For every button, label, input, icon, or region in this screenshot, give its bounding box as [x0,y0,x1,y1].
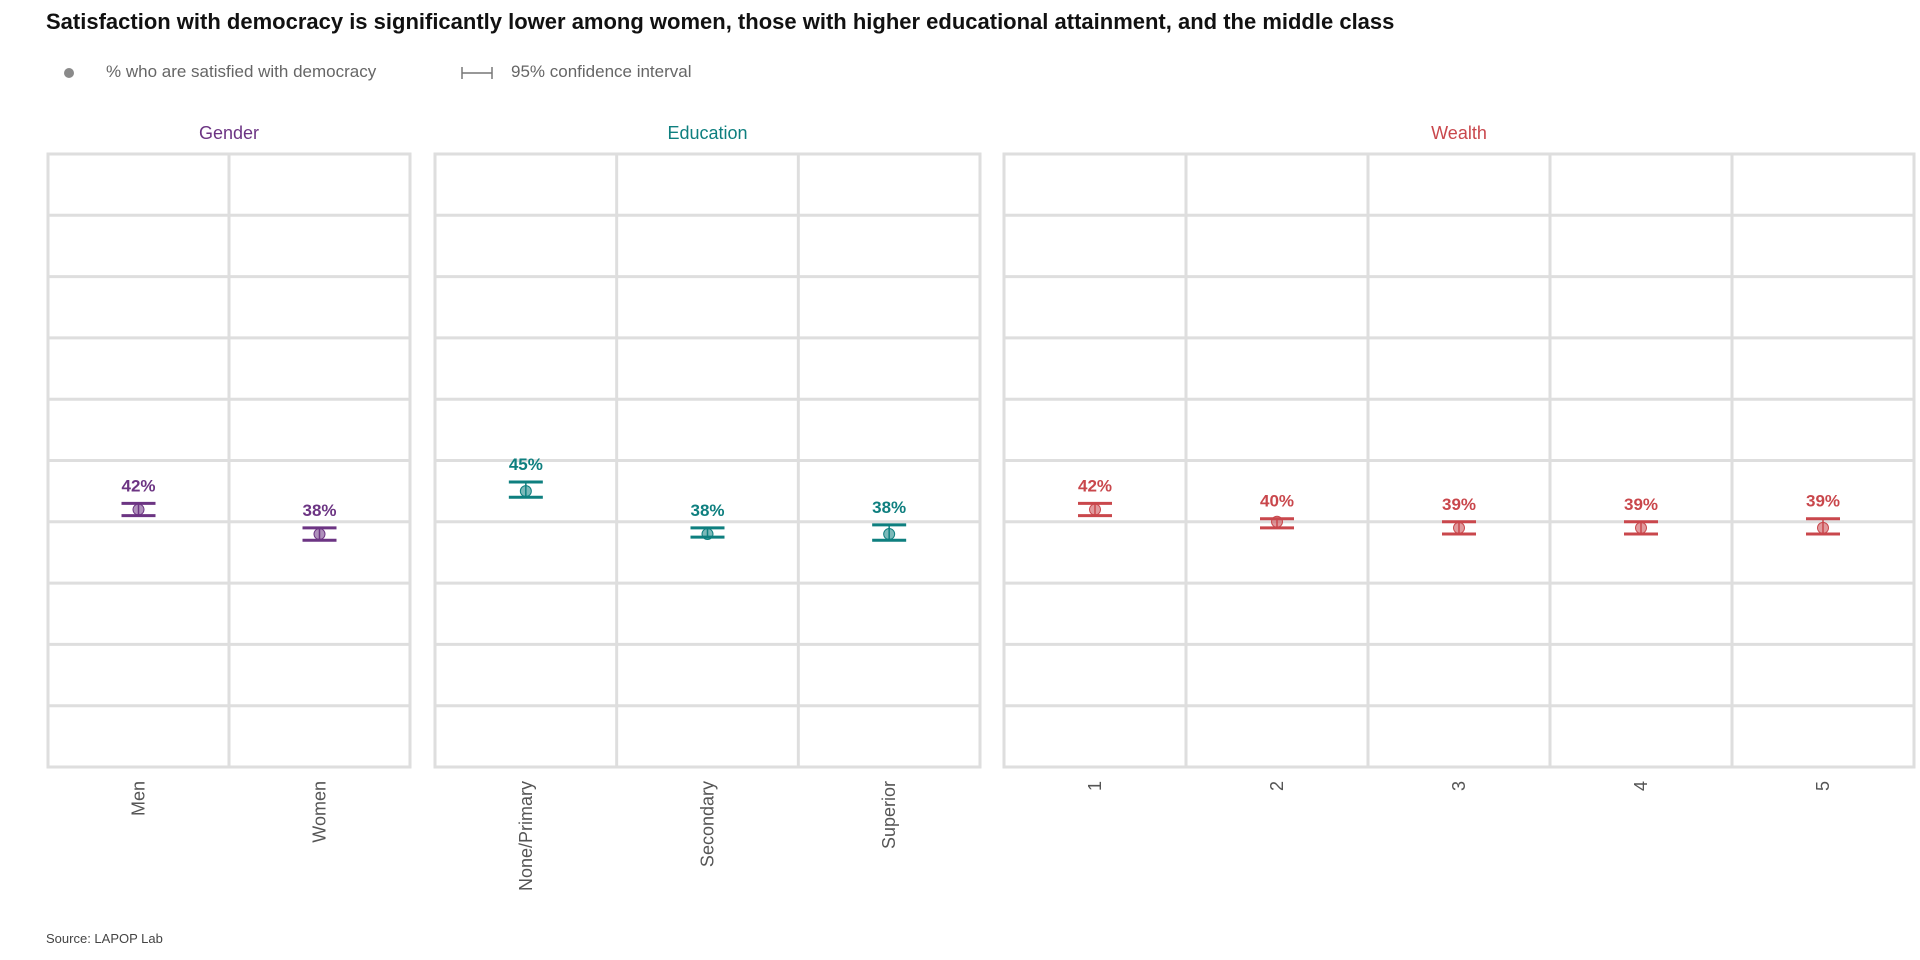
x-tick-label: 3 [1449,781,1469,791]
x-tick-label: Superior [879,781,899,849]
x-tick-label: 1 [1085,781,1105,791]
data-label: 38% [302,501,336,520]
legend-ci-marker [461,67,493,79]
data-label: 38% [872,498,906,517]
data-point [313,528,326,541]
data-point [1453,521,1465,534]
data-label: 39% [1624,495,1658,514]
data-point [1635,521,1647,534]
legend-point-label: % who are satisfied with democracy [106,62,377,81]
x-tick-label: Secondary [698,781,718,867]
x-tick-label: 4 [1631,781,1651,791]
source-note: Source: LAPOP Lab [46,931,163,946]
data-label: 42% [121,476,155,495]
facet-title-wealth: Wealth [1431,123,1487,143]
data-point [883,528,896,541]
data-label: 39% [1442,495,1476,514]
data-point [1089,503,1101,516]
x-tick-label: Men [129,781,149,816]
facet-title-gender: Gender [199,123,259,143]
data-label: 42% [1078,476,1112,495]
chart-title: Satisfaction with democracy is significa… [46,9,1395,34]
data-point [132,503,145,516]
legend-ci-label: 95% confidence interval [511,62,692,81]
x-tick-label: None/Primary [516,781,536,891]
x-tick-label: 5 [1813,781,1833,791]
x-tick-label: 2 [1267,781,1287,791]
data-point [1271,515,1283,528]
facet-title-education: Education [667,123,747,143]
data-point [519,485,532,498]
data-label: 45% [509,455,543,474]
data-label: 40% [1260,492,1294,511]
data-point [1817,521,1829,534]
data-label: 39% [1806,492,1840,511]
legend-point-marker [64,68,74,78]
data-point [701,528,714,541]
data-label: 38% [690,501,724,520]
x-tick-label: Women [310,781,330,843]
